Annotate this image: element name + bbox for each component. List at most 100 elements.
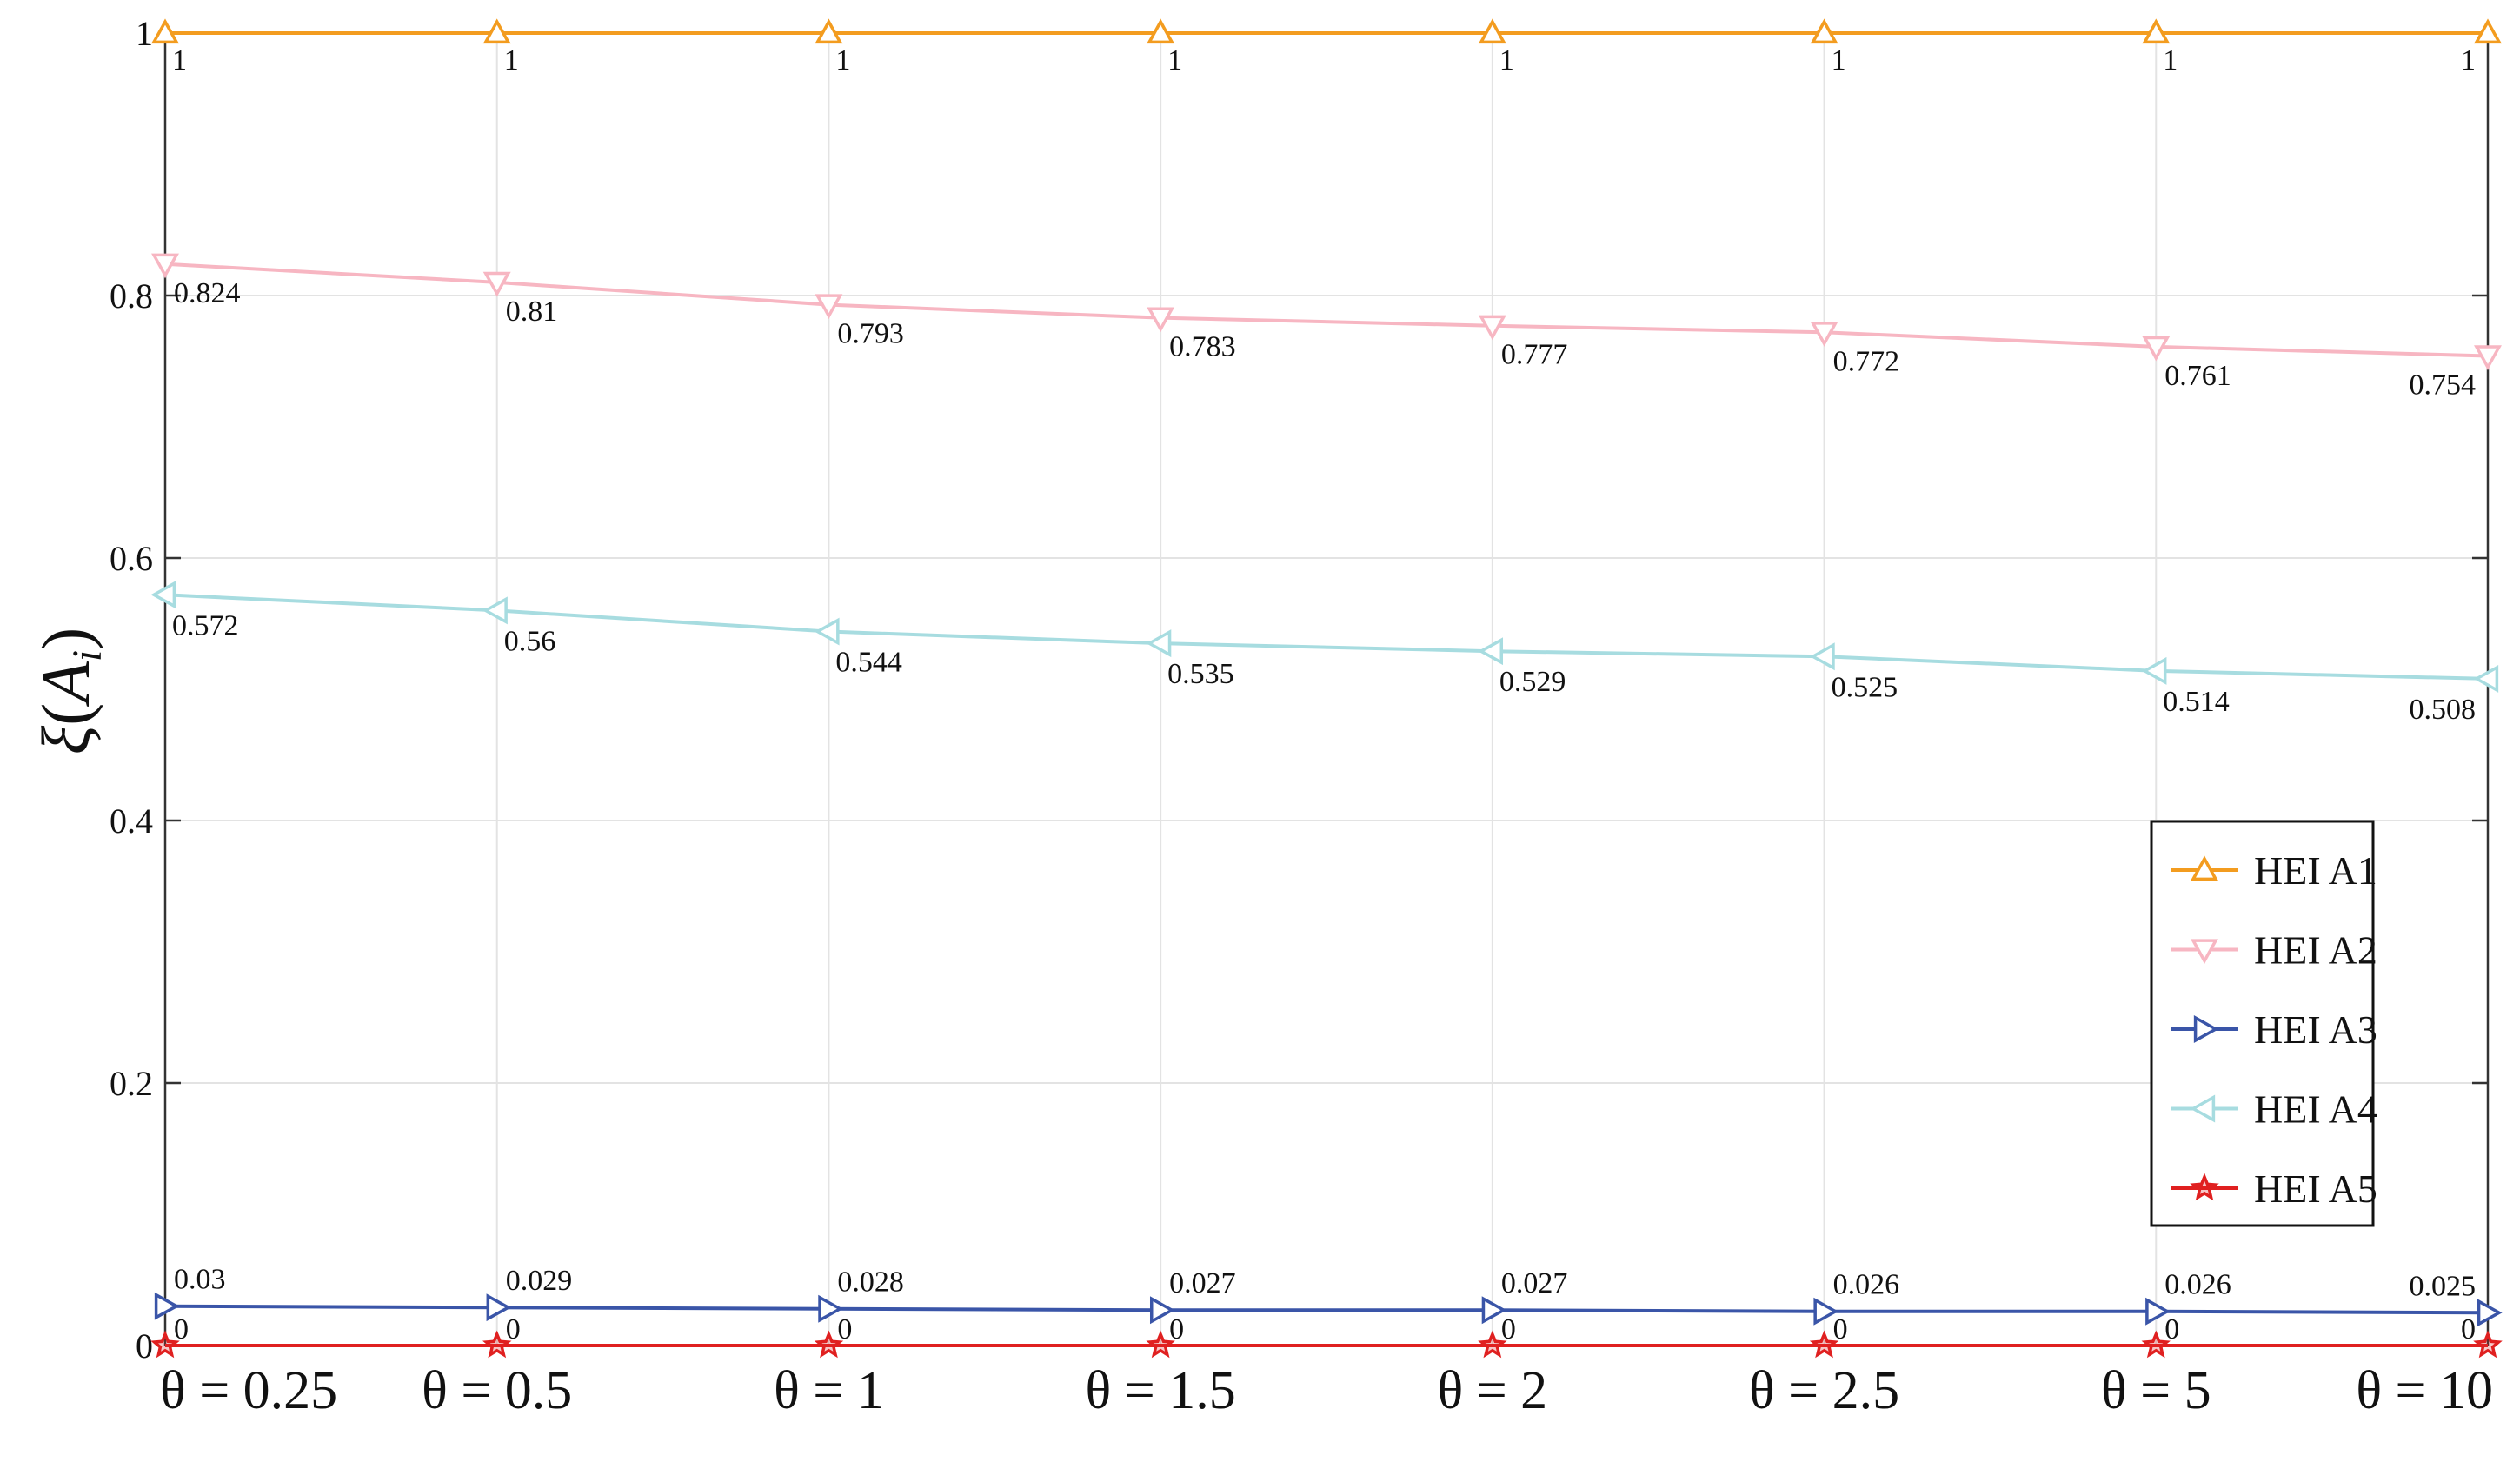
data-label: 0: [1501, 1313, 1516, 1346]
data-point: [2473, 664, 2499, 693]
y-axis-title-open: (: [28, 703, 103, 726]
data-point: [1147, 307, 1175, 333]
data-label: 0: [174, 1313, 189, 1346]
data-label: 0.754: [2410, 369, 2477, 401]
data-point: [150, 1330, 180, 1359]
data-point: [1810, 322, 1838, 347]
y-tick-label: 1: [136, 14, 153, 53]
data-point: [151, 253, 179, 279]
data-point: [482, 596, 508, 625]
data-label: 0.761: [2164, 360, 2231, 392]
data-label: 1: [1499, 44, 1514, 76]
data-label: 0: [2164, 1313, 2179, 1346]
legend-marker: [2191, 855, 2218, 881]
data-point: [482, 1330, 512, 1359]
plot-background: [165, 33, 2488, 1346]
data-point: [1478, 637, 1504, 666]
data-label: 1: [2163, 44, 2178, 76]
data-label: 0.028: [837, 1266, 904, 1299]
data-label: 0.027: [1501, 1267, 1568, 1299]
data-label: 0: [1169, 1313, 1184, 1346]
data-label: 0: [1833, 1313, 1848, 1346]
data-point: [2474, 18, 2502, 44]
data-point: [486, 1293, 512, 1322]
data-label: 0.572: [172, 609, 239, 641]
x-category-label: θ = 2.5: [1749, 1361, 1899, 1420]
series-hei-a3: [154, 1292, 2503, 1327]
x-category-label: θ = 2: [1438, 1361, 1548, 1420]
y-tick-label: 0.8: [110, 276, 153, 316]
y-axis-title-subscript: i: [64, 650, 110, 661]
data-label: 0.508: [2410, 694, 2477, 726]
data-point: [2141, 1330, 2171, 1359]
data-point: [482, 271, 511, 297]
data-label: 1: [1832, 44, 1846, 76]
y-tick-label: 0.2: [110, 1064, 153, 1103]
series-hei-a1: [151, 18, 2502, 44]
series-hei-a5: [150, 1330, 2503, 1359]
y-tick-label: 0: [136, 1326, 153, 1366]
data-point: [2145, 1297, 2171, 1326]
data-label: 0.029: [506, 1265, 573, 1297]
data-label: 0.824: [174, 277, 241, 309]
data-point: [1809, 1330, 1839, 1359]
data-label: 1: [1167, 44, 1182, 76]
legend-item: HEI A2: [2171, 928, 2377, 973]
legend-item: HEI A4: [2171, 1087, 2377, 1132]
data-label: 0.793: [837, 318, 904, 350]
data-point: [2142, 18, 2171, 44]
data-point: [1147, 18, 1175, 44]
data-label: 0.772: [1833, 345, 1900, 377]
data-label: 0.03: [174, 1264, 226, 1296]
data-point: [814, 617, 840, 646]
data-label: 0.544: [835, 647, 902, 679]
data-point: [2142, 336, 2171, 362]
x-category-label: θ = 1: [774, 1361, 884, 1420]
data-point: [1813, 1297, 1839, 1326]
x-category-label: θ = 0.25: [160, 1361, 337, 1420]
data-point: [1810, 18, 1838, 44]
x-category-label: θ = 10: [2356, 1361, 2493, 1420]
data-label: 0.529: [1499, 666, 1566, 698]
data-label: 0.026: [2164, 1269, 2231, 1301]
data-point: [1809, 642, 1835, 671]
data-label: 1: [835, 44, 850, 76]
x-category-label: θ = 5: [2101, 1361, 2211, 1420]
data-point: [2141, 656, 2167, 685]
data-point: [818, 1294, 844, 1323]
series-hei-a2: [151, 253, 2502, 371]
series-group: [150, 18, 2503, 1359]
y-tick-label: 0.4: [110, 801, 153, 841]
legend-label: HEI A4: [2254, 1087, 2377, 1132]
data-label: 0.535: [1167, 658, 1234, 690]
data-point: [1149, 1296, 1175, 1325]
y-axis-title-symbol: ξ: [28, 725, 103, 754]
data-label: 0: [2461, 1313, 2476, 1346]
data-labels: 1 1 1 1 1 1 1 1 0.824 0.81 0.793 0.783 0.777 0.772 0.7…: [172, 44, 2476, 1346]
data-point: [2477, 1299, 2503, 1327]
legend-item: HEI A3: [2171, 1007, 2377, 1052]
data-label: 0.025: [2410, 1270, 2477, 1302]
legend-marker: [2193, 1015, 2219, 1043]
data-point: [814, 1330, 844, 1359]
data-label: 0.783: [1169, 331, 1236, 363]
data-point: [154, 1292, 180, 1320]
y-axis-title: ξ(Ai): [28, 628, 110, 754]
data-point: [1478, 315, 1506, 341]
x-axis-categories: θ = 0.25 θ = 0.5 θ = 1 θ = 1.5 θ = 2 θ = 2.5 θ…: [160, 1361, 2493, 1420]
data-label: 0.525: [1832, 671, 1898, 703]
data-label: 0.026: [1833, 1269, 1900, 1301]
legend-marker: [2191, 939, 2218, 965]
data-point: [1481, 1296, 1507, 1325]
x-category-label: θ = 0.5: [422, 1361, 572, 1420]
data-point: [1146, 629, 1172, 658]
data-point: [1146, 1330, 1175, 1359]
legend-marker: [2190, 1173, 2219, 1201]
data-point: [150, 581, 176, 609]
data-point: [2473, 1330, 2503, 1359]
series-line: [164, 1304, 2489, 1315]
y-axis-title-variable: A: [28, 661, 103, 708]
data-label: 1: [2461, 44, 2476, 76]
data-point: [815, 18, 843, 44]
